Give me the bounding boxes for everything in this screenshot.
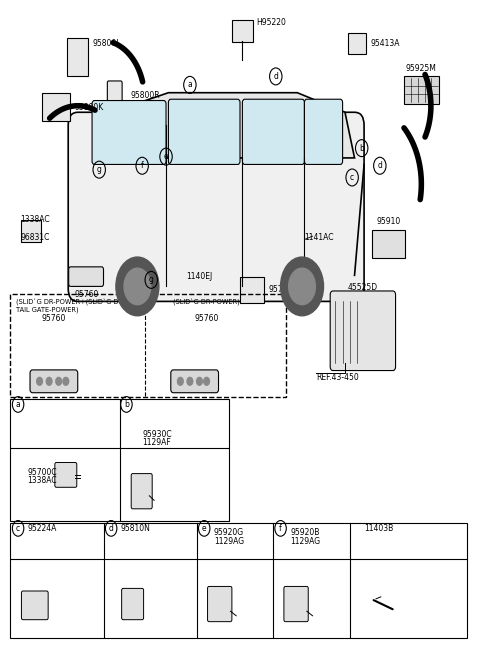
Text: 95224A: 95224A xyxy=(28,524,57,533)
FancyBboxPatch shape xyxy=(55,462,77,487)
Text: c: c xyxy=(16,524,20,533)
Text: 1141AC: 1141AC xyxy=(304,233,334,242)
Text: d: d xyxy=(273,72,278,81)
Text: f: f xyxy=(279,524,282,533)
Text: 1129AF: 1129AF xyxy=(142,438,171,447)
Text: 95910: 95910 xyxy=(376,217,400,227)
Circle shape xyxy=(46,377,52,385)
Text: d: d xyxy=(377,161,382,170)
FancyBboxPatch shape xyxy=(21,220,41,242)
Circle shape xyxy=(56,377,61,385)
FancyBboxPatch shape xyxy=(207,586,232,622)
FancyBboxPatch shape xyxy=(67,37,88,76)
FancyBboxPatch shape xyxy=(348,33,366,54)
FancyBboxPatch shape xyxy=(121,588,144,620)
Text: 95810N: 95810N xyxy=(120,524,151,533)
Text: 95800K: 95800K xyxy=(74,103,103,111)
FancyBboxPatch shape xyxy=(242,99,304,164)
FancyBboxPatch shape xyxy=(30,370,78,393)
Text: 95760: 95760 xyxy=(74,290,98,299)
FancyBboxPatch shape xyxy=(11,399,228,521)
Text: 96831C: 96831C xyxy=(21,233,50,242)
Text: 95930C: 95930C xyxy=(142,430,172,439)
Text: g: g xyxy=(149,275,154,284)
Text: 95800L: 95800L xyxy=(92,39,120,48)
Text: 45525D: 45525D xyxy=(348,282,378,291)
Text: 11403B: 11403B xyxy=(364,524,393,533)
Text: 1140EJ: 1140EJ xyxy=(186,272,213,280)
Text: c: c xyxy=(350,173,354,182)
Text: 95760: 95760 xyxy=(42,314,66,324)
Text: b: b xyxy=(359,143,364,153)
FancyBboxPatch shape xyxy=(304,99,343,164)
Text: 95920B: 95920B xyxy=(290,529,320,538)
FancyBboxPatch shape xyxy=(372,230,405,258)
FancyBboxPatch shape xyxy=(22,591,48,620)
FancyBboxPatch shape xyxy=(42,94,71,121)
FancyBboxPatch shape xyxy=(68,112,364,301)
Text: 95925M: 95925M xyxy=(406,64,437,73)
FancyBboxPatch shape xyxy=(240,276,264,303)
Circle shape xyxy=(197,377,202,385)
Text: 1129AG: 1129AG xyxy=(214,537,244,546)
FancyBboxPatch shape xyxy=(131,474,152,509)
Text: REF.43-450: REF.43-450 xyxy=(316,373,359,382)
Text: b: b xyxy=(124,400,129,409)
Text: H95220: H95220 xyxy=(257,18,287,27)
Text: a: a xyxy=(188,81,192,89)
FancyBboxPatch shape xyxy=(92,100,166,164)
FancyBboxPatch shape xyxy=(69,267,104,286)
FancyBboxPatch shape xyxy=(404,77,439,103)
Text: 95920G: 95920G xyxy=(214,529,244,538)
Circle shape xyxy=(63,377,69,385)
Text: a: a xyxy=(16,400,21,409)
FancyBboxPatch shape xyxy=(330,291,396,371)
Text: 95700: 95700 xyxy=(268,285,292,294)
FancyBboxPatch shape xyxy=(168,99,240,164)
Text: 95800R: 95800R xyxy=(130,92,160,100)
Polygon shape xyxy=(97,93,355,158)
Text: 95413A: 95413A xyxy=(370,39,399,48)
Text: g: g xyxy=(97,165,102,174)
Circle shape xyxy=(288,268,315,305)
Text: TAIL GATE-POWER): TAIL GATE-POWER) xyxy=(16,307,78,313)
Text: 95760: 95760 xyxy=(194,314,219,324)
Text: e: e xyxy=(202,524,206,533)
FancyBboxPatch shape xyxy=(284,586,308,622)
Circle shape xyxy=(124,268,151,305)
Circle shape xyxy=(187,377,193,385)
Text: 1338AC: 1338AC xyxy=(21,215,50,225)
Text: 1129AG: 1129AG xyxy=(290,537,320,546)
Text: (SLID`G DR-POWER): (SLID`G DR-POWER) xyxy=(173,299,240,306)
Text: (SLID`G DR-POWER+(SLID`G DR-POWER): (SLID`G DR-POWER+(SLID`G DR-POWER) xyxy=(16,299,152,306)
Circle shape xyxy=(178,377,183,385)
Text: 1338AC: 1338AC xyxy=(28,476,57,485)
Text: e: e xyxy=(164,152,168,161)
FancyBboxPatch shape xyxy=(108,81,122,114)
FancyBboxPatch shape xyxy=(171,370,218,393)
Text: 95700C: 95700C xyxy=(28,468,57,477)
Circle shape xyxy=(281,257,324,316)
FancyBboxPatch shape xyxy=(11,523,467,638)
Text: f: f xyxy=(141,161,144,170)
FancyBboxPatch shape xyxy=(232,20,253,42)
Circle shape xyxy=(116,257,159,316)
Circle shape xyxy=(36,377,42,385)
Circle shape xyxy=(204,377,209,385)
Text: d: d xyxy=(108,524,114,533)
